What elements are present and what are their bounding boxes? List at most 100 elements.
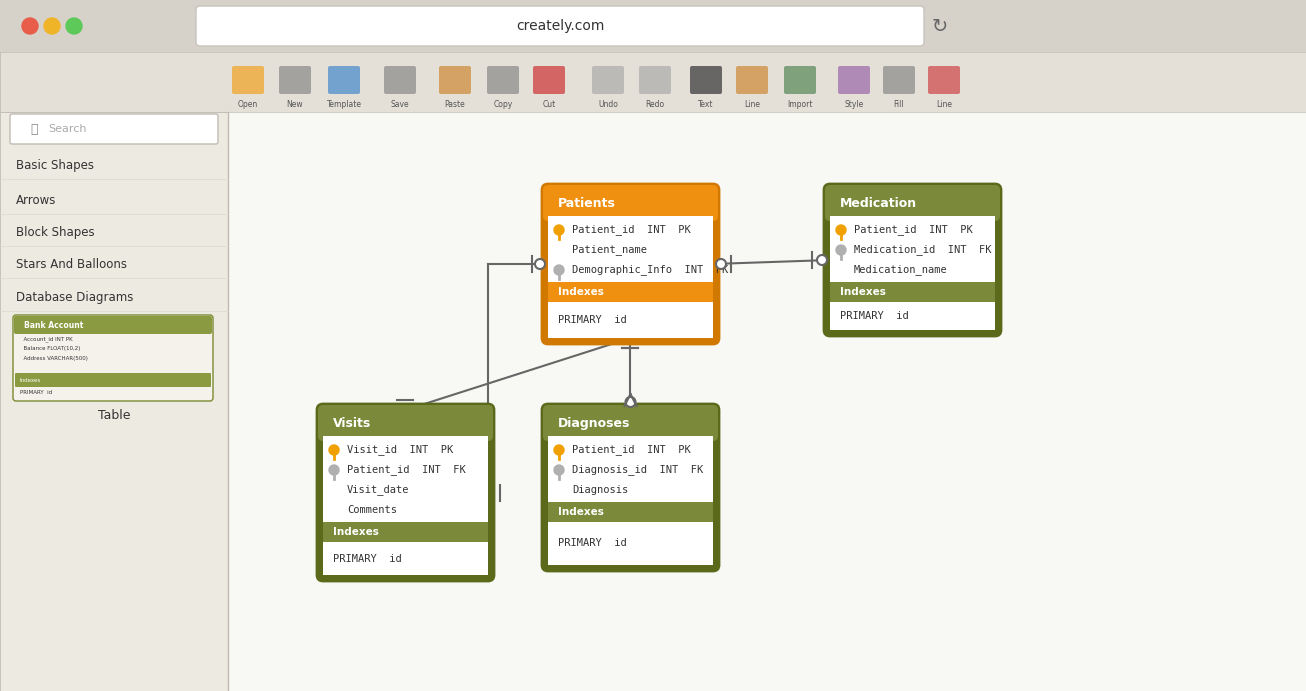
- Text: PRIMARY  id: PRIMARY id: [20, 390, 52, 395]
- Bar: [323, 423, 488, 436]
- Text: Fill: Fill: [893, 100, 904, 108]
- FancyBboxPatch shape: [737, 66, 768, 94]
- Text: PRIMARY  id: PRIMARY id: [558, 538, 627, 549]
- Text: Style: Style: [845, 100, 863, 108]
- Text: Stars And Balloons: Stars And Balloons: [16, 258, 127, 270]
- Text: Basic Shapes: Basic Shapes: [16, 158, 94, 171]
- Text: ⌕: ⌕: [30, 122, 38, 135]
- FancyBboxPatch shape: [825, 185, 1000, 221]
- Bar: [323, 436, 488, 522]
- FancyBboxPatch shape: [13, 315, 213, 401]
- Text: Search: Search: [48, 124, 86, 134]
- Text: Comments: Comments: [347, 505, 397, 515]
- FancyBboxPatch shape: [883, 66, 916, 94]
- Text: Indexes: Indexes: [333, 527, 379, 537]
- Text: Text: Text: [699, 100, 714, 108]
- Text: ↻: ↻: [931, 17, 948, 35]
- Text: Patient_id  INT  PK: Patient_id INT PK: [854, 225, 973, 236]
- Bar: [549, 423, 713, 436]
- Circle shape: [836, 225, 846, 235]
- FancyBboxPatch shape: [317, 405, 492, 441]
- Bar: [549, 216, 713, 282]
- FancyBboxPatch shape: [14, 316, 212, 334]
- Circle shape: [67, 18, 82, 34]
- Text: Save: Save: [390, 100, 409, 108]
- FancyBboxPatch shape: [14, 373, 212, 387]
- FancyBboxPatch shape: [784, 66, 816, 94]
- Text: Paste: Paste: [444, 100, 465, 108]
- Text: PRIMARY  id: PRIMARY id: [333, 553, 402, 563]
- FancyBboxPatch shape: [639, 66, 671, 94]
- Circle shape: [554, 445, 564, 455]
- Bar: [549, 522, 713, 565]
- FancyBboxPatch shape: [533, 66, 565, 94]
- Circle shape: [836, 245, 846, 255]
- Text: Demographic_Info  INT  FK: Demographic_Info INT FK: [572, 265, 729, 276]
- Text: Visits: Visits: [333, 417, 371, 430]
- FancyBboxPatch shape: [543, 405, 718, 441]
- Circle shape: [554, 265, 564, 275]
- FancyBboxPatch shape: [317, 404, 494, 581]
- Text: Table: Table: [98, 408, 131, 422]
- FancyBboxPatch shape: [543, 185, 718, 221]
- Text: Patient_id  INT  FK: Patient_id INT FK: [347, 464, 466, 475]
- Text: Bank Account: Bank Account: [24, 321, 84, 330]
- Text: Visit_id  INT  PK: Visit_id INT PK: [347, 444, 453, 455]
- Text: Copy: Copy: [494, 100, 513, 108]
- FancyBboxPatch shape: [439, 66, 471, 94]
- Text: creately.com: creately.com: [516, 19, 605, 33]
- Text: Indexes: Indexes: [20, 377, 42, 383]
- Bar: [831, 302, 995, 330]
- Text: Visit_date: Visit_date: [347, 484, 410, 495]
- FancyBboxPatch shape: [542, 404, 720, 571]
- Bar: [549, 282, 713, 302]
- Text: Medication_id  INT  FK: Medication_id INT FK: [854, 245, 991, 256]
- Circle shape: [44, 18, 60, 34]
- Bar: [0, 112, 229, 691]
- FancyBboxPatch shape: [384, 66, 417, 94]
- Text: Address VARCHAR(500): Address VARCHAR(500): [20, 356, 88, 361]
- Text: Indexes: Indexes: [558, 287, 603, 297]
- FancyBboxPatch shape: [542, 184, 720, 344]
- Text: Account_id INT PK: Account_id INT PK: [20, 336, 73, 341]
- Circle shape: [22, 18, 38, 34]
- FancyBboxPatch shape: [10, 114, 218, 144]
- Circle shape: [329, 465, 340, 475]
- Text: Diagnoses: Diagnoses: [558, 417, 631, 430]
- Bar: [0, 0, 1306, 52]
- Bar: [323, 542, 488, 575]
- FancyBboxPatch shape: [838, 66, 870, 94]
- Text: Template: Template: [326, 100, 362, 108]
- Text: Medication_name: Medication_name: [854, 265, 948, 276]
- Text: Diagnosis_id  INT  FK: Diagnosis_id INT FK: [572, 464, 703, 475]
- Bar: [549, 203, 713, 216]
- Circle shape: [554, 225, 564, 235]
- Bar: [323, 522, 488, 542]
- FancyBboxPatch shape: [592, 66, 624, 94]
- Circle shape: [716, 259, 726, 269]
- Bar: [229, 112, 1306, 691]
- Bar: [0, 52, 1306, 112]
- FancyBboxPatch shape: [929, 66, 960, 94]
- FancyBboxPatch shape: [279, 66, 311, 94]
- Bar: [831, 203, 995, 216]
- Text: Block Shapes: Block Shapes: [16, 225, 94, 238]
- Text: Medication: Medication: [840, 196, 917, 209]
- Text: Open: Open: [238, 100, 259, 108]
- Text: Patients: Patients: [558, 196, 616, 209]
- Text: Diagnosis: Diagnosis: [572, 485, 628, 495]
- Text: Balance FLOAT(10,2): Balance FLOAT(10,2): [20, 346, 81, 351]
- Bar: [831, 282, 995, 302]
- Text: Line: Line: [744, 100, 760, 108]
- Circle shape: [535, 259, 545, 269]
- FancyBboxPatch shape: [690, 66, 722, 94]
- FancyBboxPatch shape: [232, 66, 264, 94]
- FancyBboxPatch shape: [487, 66, 518, 94]
- Bar: [549, 502, 713, 522]
- Text: Indexes: Indexes: [558, 507, 603, 517]
- Text: Redo: Redo: [645, 100, 665, 108]
- FancyBboxPatch shape: [824, 184, 1000, 336]
- Text: Database Diagrams: Database Diagrams: [16, 290, 133, 303]
- Text: PRIMARY  id: PRIMARY id: [840, 311, 909, 321]
- FancyBboxPatch shape: [196, 6, 925, 46]
